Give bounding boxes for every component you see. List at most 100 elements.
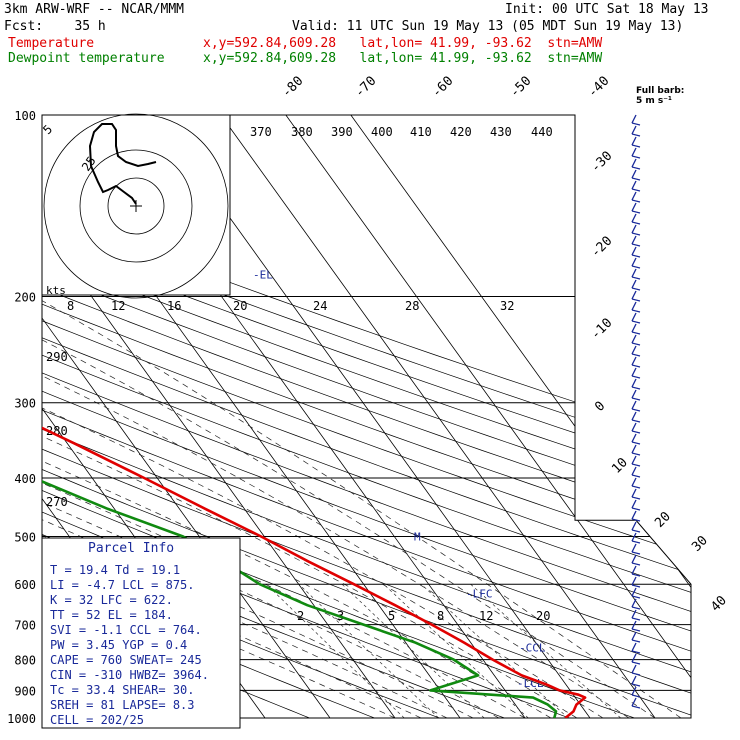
dry-adiabat-line [42,115,691,718]
wind-barb [631,532,637,542]
wind-barb [631,686,637,696]
dry-adiabat-line [42,115,691,718]
wind-barb [631,268,637,278]
wind-scale-label: 32 [500,299,514,313]
wind-barb [631,320,641,324]
hodograph-units-label: kts [46,284,66,297]
wind-barb [631,672,641,676]
wind-barb [631,485,641,489]
dry-adiabat-line [42,115,691,718]
parcel-info-row: CAPE = 760 SWEAT= 245 [50,653,202,667]
wind-barb [631,606,641,610]
wind-barb [631,169,637,179]
wind-scale-label: 20 [233,299,247,313]
dewpoint-line [42,115,558,718]
dry-adiabat-line [42,115,691,718]
mixing-ratio-label: 12 [479,609,493,623]
pressure-tick-label: 500 [14,530,36,544]
dry-adiabat-line [42,115,691,718]
isotherm-label: 30 [689,533,711,555]
wind-barb [631,639,641,643]
wind-barb [631,488,637,498]
wind-barb [631,364,641,368]
isotherm-label: -10 [588,316,615,343]
wind-barb [631,389,637,399]
mixing-ratio-line [266,583,405,718]
dewpoint-legend-label: Dewpoint temperature [8,51,165,66]
wind-barb [631,400,637,410]
theta-label: 410 [410,125,432,139]
dry-adiabat-line [42,115,691,718]
parcel-info-row: SVI = -1.1 CCL = 764. [50,623,202,637]
isotherm-label: 40 [708,593,730,615]
parcel-info-row: CELL = 202/25 [50,713,144,727]
theta-label: 420 [450,125,472,139]
pressure-tick-label: 800 [14,654,36,668]
parcel-info-row: TT = 52 EL = 184. [50,608,173,622]
wind-barb [631,705,641,709]
wind-barb [631,683,641,687]
isotherm-line [350,115,691,718]
wind-barb [631,573,641,577]
temperature-line [42,115,587,718]
wind-barb [631,565,637,575]
isotherm-line [42,115,331,718]
pressure-tick-label: 200 [14,291,36,305]
valid-time: Valid: 11 UTC Sun 19 May 13 (05 MDT Sun … [292,19,684,34]
dry-adiabat-line [42,115,691,718]
wind-barb [631,342,641,346]
wind-barb [631,210,641,214]
wind-barb [631,345,637,355]
wind-barb [631,136,637,146]
wind-barb [631,540,641,544]
theta-label: 270 [46,495,68,509]
wind-barb [631,474,641,478]
parcel-info-row: K = 32 LFC = 622. [50,593,173,607]
level-annotation: -LFC [466,588,493,601]
wind-barb [631,144,641,148]
mixing-ratio-label: 2 [297,609,304,623]
isotherm-line [0,115,5,718]
wind-barb [631,642,637,652]
pressure-tick-label: 300 [14,397,36,411]
wind-barb [631,598,637,608]
wind-barb [631,441,641,445]
wind-barb [631,243,641,247]
barb-legend-label: 5 m s⁻¹ [636,96,672,106]
wind-scale-label: 16 [167,299,181,313]
pressure-tick-label: 600 [14,578,36,592]
pressure-tick-label: 900 [14,684,36,698]
wind-barb [631,177,641,181]
wind-barb [631,367,637,377]
wind-barb [631,422,637,432]
parcel-info-row: T = 19.4 Td = 19.1 [50,563,180,577]
wind-barb [631,147,637,157]
wind-barb [631,254,641,258]
wind-barb [631,529,641,533]
wind-barb [631,221,641,225]
dry-adiabat-line [42,115,691,718]
wind-barb [631,463,641,467]
wind-barb [631,521,637,531]
theta-label: 390 [331,125,353,139]
moist-adiabat-line [42,296,422,718]
wind-barb [631,290,637,300]
isotherm-label: 0 [592,399,608,415]
wind-barb [631,353,641,357]
parcel-info-row: CIN = -310 HWBZ= 3964. [50,668,209,682]
wind-barb [631,507,641,511]
wind-barb [631,584,641,588]
wind-barb [631,232,641,236]
parcel-info-row: Tc = 33.4 SHEAR= 30. [50,683,195,697]
wind-barb [631,518,641,522]
wind-barb [631,653,637,663]
parcel-info-row: LI = -4.7 LCL = 875. [50,578,195,592]
wind-barb [631,452,641,456]
barb-legend-label: Full barb: [636,86,684,96]
wind-barb [631,287,641,291]
dry-adiabat-line [42,115,691,718]
wind-barb [631,331,641,335]
wind-barb [631,675,637,685]
wind-barb [631,246,637,256]
